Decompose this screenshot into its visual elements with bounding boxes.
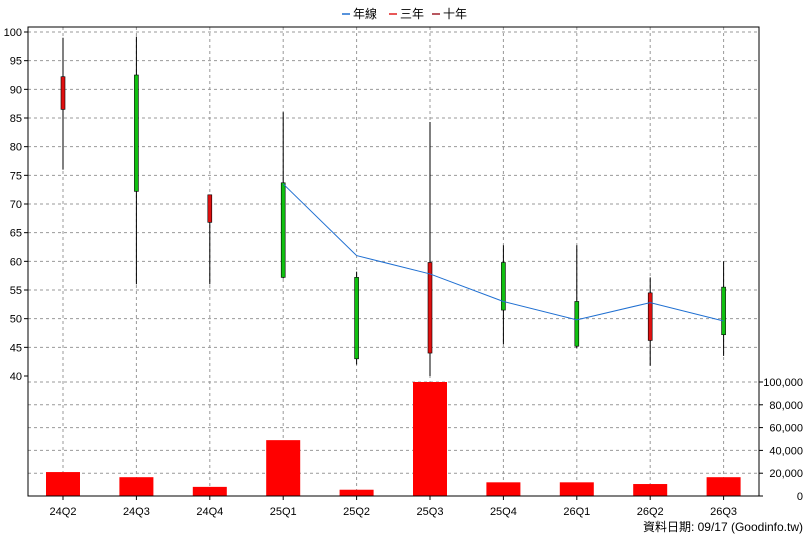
x-tick-label: 26Q2 — [637, 506, 664, 518]
price-axis: 40 45 50 55 60 65 70 75 80 85 90 95 100 — [4, 27, 28, 383]
legend-label: 三年 — [400, 7, 424, 21]
candle-body — [647, 292, 653, 341]
price-tick-label: 65 — [10, 228, 22, 240]
volume-bar — [339, 489, 374, 496]
volume-bars — [46, 382, 741, 496]
volume-tick-label: 0 — [797, 491, 803, 503]
x-tick-label: 24Q2 — [50, 506, 77, 518]
volume-bar — [486, 482, 521, 496]
candle-body — [501, 262, 506, 311]
x-tick-label: 26Q3 — [710, 506, 737, 518]
price-tick-label: 70 — [10, 199, 22, 211]
legend-label: 十年 — [443, 7, 467, 21]
volume-bar — [119, 477, 154, 496]
source-label: 資料日期: 09/17 (Goodinfo.tw) — [643, 520, 803, 534]
volume-bar — [413, 382, 447, 496]
volume-bar — [192, 486, 227, 496]
plot-frame — [27, 26, 760, 497]
price-tick-label: 55 — [10, 285, 22, 297]
candle-body — [574, 301, 580, 347]
price-tick-label: 95 — [10, 56, 22, 68]
candle-body — [134, 74, 139, 192]
line-series-path — [282, 183, 724, 322]
candle-body — [427, 262, 433, 354]
price-tick-label: 100 — [4, 27, 22, 39]
price-tick-label: 60 — [10, 256, 22, 268]
x-tick-label: 26Q1 — [563, 506, 590, 518]
candle-body — [354, 277, 359, 360]
price-tick-label: 45 — [10, 342, 22, 354]
x-axis: 24Q2 24Q3 24Q4 25Q1 25Q2 25Q3 25Q4 26Q1 26Q2 26Q3 — [50, 496, 737, 518]
volume-tick-label: 80,000 — [769, 400, 803, 412]
volume-bar — [266, 440, 301, 496]
legend-label: 年線 — [353, 6, 377, 21]
candle-body — [60, 76, 66, 110]
volume-axis: 0 20,000 40,000 60,000 80,000 100,000 — [759, 377, 803, 503]
volume-bar — [633, 484, 668, 496]
x-tick-label: 25Q2 — [343, 506, 370, 518]
volume-tick-label: 40,000 — [769, 445, 803, 457]
price-tick-label: 50 — [10, 314, 22, 326]
volume-tick-label: 100,000 — [763, 377, 803, 389]
candle-body — [207, 194, 213, 223]
price-tick-label: 75 — [10, 170, 22, 182]
legend: 年線 三年 十年 — [342, 6, 467, 21]
volume-bar — [559, 482, 594, 496]
volume-tick-label: 60,000 — [769, 423, 803, 435]
x-tick-label: 24Q4 — [196, 506, 223, 518]
price-tick-label: 80 — [10, 142, 22, 154]
price-tick-label: 40 — [10, 371, 22, 383]
x-tick-label: 25Q4 — [490, 506, 517, 518]
candles — [60, 36, 726, 376]
x-tick-label: 24Q3 — [123, 506, 150, 518]
x-tick-label: 25Q1 — [270, 506, 297, 518]
candle-body — [280, 182, 286, 278]
price-tick-label: 90 — [10, 84, 22, 96]
volume-tick-label: 20,000 — [769, 468, 803, 480]
line-series — [282, 183, 724, 322]
volume-bar — [46, 472, 80, 496]
x-tick-label: 25Q3 — [417, 506, 444, 518]
price-tick-label: 85 — [10, 113, 22, 125]
candle-body — [721, 286, 726, 336]
volume-bar — [706, 477, 741, 496]
